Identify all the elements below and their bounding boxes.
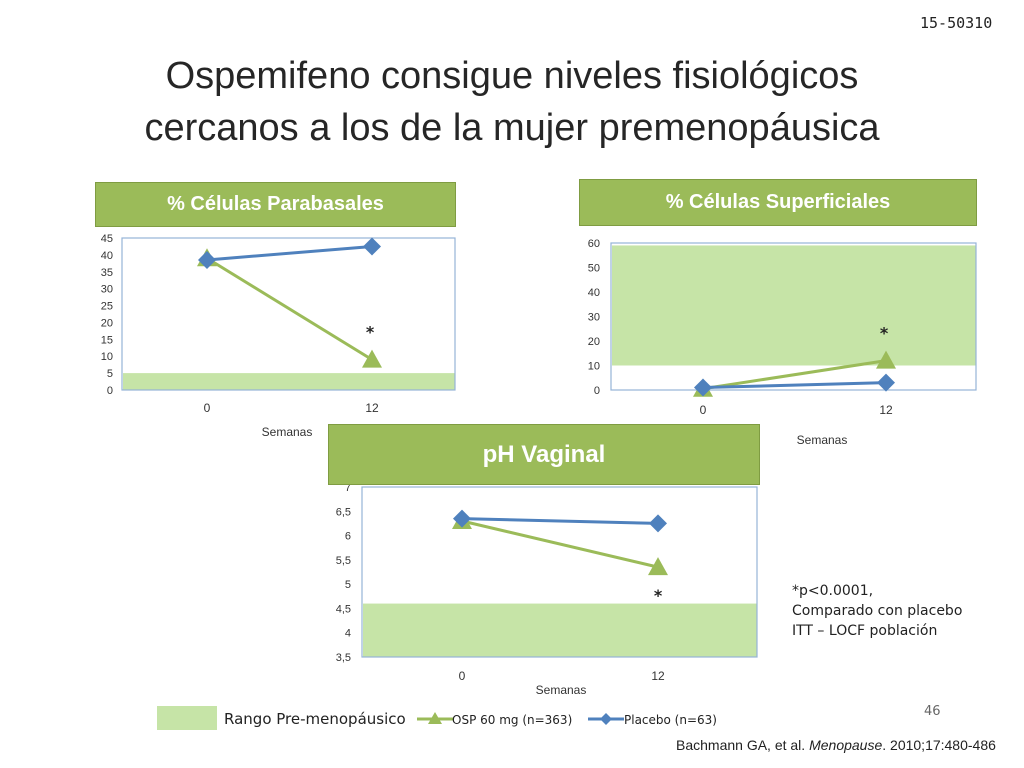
parabasal-x-axis-label: Semanas bbox=[262, 425, 313, 439]
superficial-y-tick-label: 60 bbox=[588, 238, 600, 250]
ph-y-tick-label: 5,5 bbox=[336, 555, 351, 567]
note-line-2: Comparado con placebo bbox=[792, 603, 963, 619]
parabasal-x-tick-label: 0 bbox=[204, 401, 211, 415]
superficial-placebo-point bbox=[877, 373, 895, 392]
parabasal-y-tick-label: 10 bbox=[101, 351, 113, 363]
parabasal-premenopausal-band bbox=[123, 373, 455, 390]
ph-series-placebo-line bbox=[461, 517, 659, 525]
parabasal-placebo-point bbox=[363, 237, 381, 256]
parabasal-x-tick-label: 12 bbox=[365, 401, 379, 415]
superficial-osp-point bbox=[876, 350, 896, 369]
parabasal-placebo-point bbox=[198, 250, 216, 269]
superficial-significance-star: * bbox=[880, 324, 889, 343]
ph-placebo-point bbox=[649, 514, 667, 533]
parabasal-y-tick-label: 40 bbox=[101, 250, 113, 262]
ph-premenopausal-band bbox=[363, 603, 757, 657]
parabasal-significance-star: * bbox=[366, 323, 375, 342]
note-line-3: ITT – LOCF población bbox=[792, 623, 938, 639]
superficial-y-tick-label: 10 bbox=[588, 361, 600, 373]
ph-y-tick-label: 4,5 bbox=[336, 603, 351, 615]
ph-header: pH Vaginal bbox=[328, 424, 760, 485]
parabasal-header: % Células Parabasales bbox=[95, 182, 456, 227]
superficial-placebo-point bbox=[694, 378, 712, 397]
ph-plot-frame bbox=[361, 486, 758, 658]
ph-x-tick-label: 12 bbox=[651, 669, 665, 683]
ph-y-tick-label: 6 bbox=[345, 531, 351, 543]
parabasal-y-tick-label: 0 bbox=[107, 385, 113, 397]
parabasal-series-osp-line bbox=[206, 256, 373, 361]
parabasal-y-tick-label: 45 bbox=[101, 233, 113, 245]
parabasal-plot-frame bbox=[121, 237, 456, 391]
citation-authors: Bachmann GA, et al. bbox=[676, 737, 810, 753]
legend-osp-label: OSP 60 mg (n=363) bbox=[452, 713, 573, 727]
ph-y-tick-label: 3,5 bbox=[336, 652, 351, 664]
slide-title: Ospemifeno consigue niveles fisiológicos… bbox=[0, 50, 1024, 154]
legend-range-label: Rango Pre-menopáusico bbox=[224, 710, 406, 728]
significance-note: *p<0.0001, Comparado con placebo ITT – L… bbox=[792, 581, 962, 641]
superficial-plot-frame bbox=[610, 242, 977, 391]
title-line-1: Ospemifeno consigue niveles fisiológicos bbox=[165, 55, 859, 97]
citation-journal: Menopause bbox=[809, 737, 883, 753]
citation: Bachmann GA, et al. Menopause. 2010;17:4… bbox=[676, 737, 996, 753]
superficial-y-tick-label: 30 bbox=[588, 312, 600, 324]
parabasal-y-tick-label: 35 bbox=[101, 267, 113, 279]
superficial-y-tick-label: 40 bbox=[588, 287, 600, 299]
legend-placebo-label: Placebo (n=63) bbox=[624, 713, 717, 727]
parabasal-y-tick-label: 20 bbox=[101, 317, 113, 329]
legend-osp-marker bbox=[417, 712, 453, 724]
parabasal-y-tick-label: 30 bbox=[101, 284, 113, 296]
superficial-header: % Células Superficiales bbox=[579, 179, 977, 226]
superficial-y-tick-label: 20 bbox=[588, 336, 600, 348]
citation-rest: . 2010;17:480-486 bbox=[882, 737, 996, 753]
parabasal-y-tick-label: 25 bbox=[101, 301, 113, 313]
ph-x-axis-label: Semanas bbox=[536, 683, 587, 697]
title-line-2: cercanos a los de la mujer premenopáusic… bbox=[144, 107, 880, 149]
ph-x-tick-label: 0 bbox=[459, 669, 466, 683]
ph-y-tick-label: 7 bbox=[345, 482, 351, 494]
note-line-1: *p<0.0001, bbox=[792, 583, 874, 599]
parabasal-osp-point bbox=[362, 349, 382, 368]
parabasal-series-placebo-line bbox=[206, 244, 373, 262]
superficial-x-tick-label: 0 bbox=[700, 403, 707, 417]
ph-series-osp-line bbox=[461, 519, 659, 569]
parabasal-y-tick-label: 5 bbox=[107, 368, 113, 380]
superficial-premenopausal-band bbox=[612, 245, 976, 366]
legend-range-swatch bbox=[157, 706, 217, 730]
page-number: 46 bbox=[924, 704, 941, 719]
legend-placebo-marker bbox=[588, 713, 624, 725]
superficial-x-tick-label: 12 bbox=[879, 403, 893, 417]
ph-placebo-point bbox=[453, 509, 471, 528]
superficial-x-axis-label: Semanas bbox=[797, 433, 848, 447]
superficial-series-osp-line bbox=[702, 359, 887, 391]
parabasal-y-tick-label: 15 bbox=[101, 334, 113, 346]
ph-osp-point bbox=[648, 557, 668, 576]
ph-y-tick-label: 4 bbox=[345, 628, 351, 640]
superficial-y-tick-label: 0 bbox=[594, 385, 600, 397]
superficial-series-placebo-line bbox=[702, 381, 887, 390]
ph-y-tick-label: 6,5 bbox=[336, 506, 351, 518]
slide-code: 15-50310 bbox=[920, 14, 993, 32]
ph-significance-star: * bbox=[654, 586, 663, 605]
ph-y-tick-label: 5 bbox=[345, 579, 351, 591]
superficial-y-tick-label: 50 bbox=[588, 263, 600, 275]
